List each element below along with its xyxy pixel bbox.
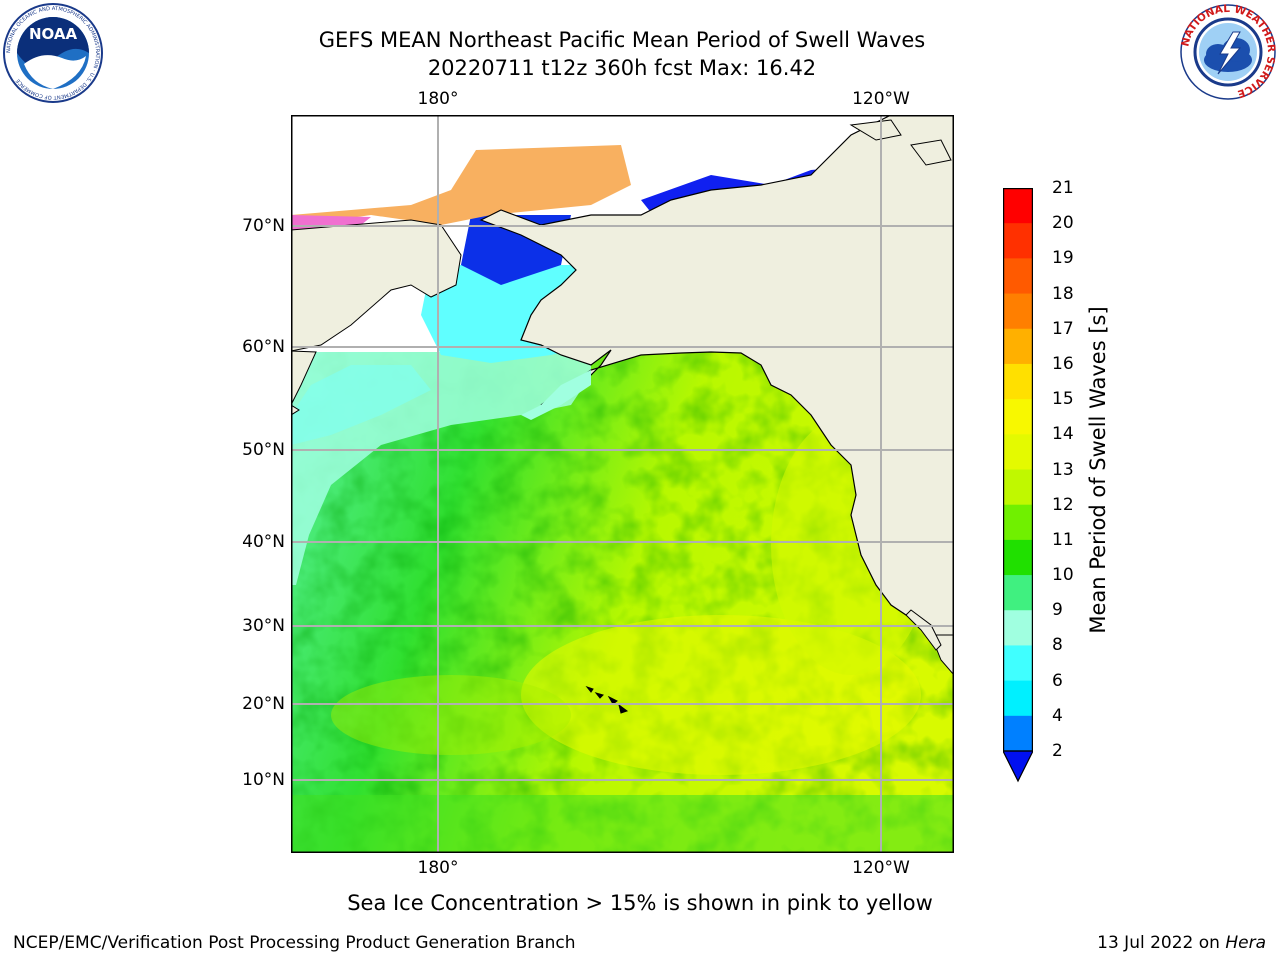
colorbar-level-label: 12 — [1052, 494, 1074, 515]
colorbar-swatch — [1003, 188, 1033, 224]
colorbar-level-label: 11 — [1052, 529, 1074, 550]
colorbar-swatch — [1003, 680, 1033, 717]
colorbar-swatch — [1003, 469, 1033, 506]
colorbar-swatch — [1003, 328, 1033, 365]
nws-logo-icon: NATIONAL WEATHER SERVICE — [1179, 3, 1277, 100]
footer-machine: Hera — [1225, 933, 1266, 953]
lat-tick-10n: 10°N — [242, 770, 285, 790]
lon-tick-top-180: 180° — [417, 89, 459, 109]
colorbar-level-label: 20 — [1052, 213, 1074, 234]
colorbar-swatch — [1003, 539, 1033, 576]
swell-period-map — [291, 115, 954, 853]
colorbar-swatch — [1003, 575, 1033, 611]
colorbar-level-label: 15 — [1052, 389, 1074, 410]
colorbar-title: Mean Period of Swell Waves [s] — [1086, 306, 1110, 634]
colorbar-swatch — [1003, 645, 1033, 682]
colorbar-level-label: 2 — [1052, 741, 1063, 761]
lon-tick-bottom-120w: 120°W — [852, 858, 910, 878]
colorbar-level-label: 9 — [1052, 600, 1063, 621]
colorbar-level-label: 4 — [1052, 705, 1063, 726]
footer-date-text: 13 Jul 2022 on — [1097, 933, 1226, 953]
colorbar-swatch — [1003, 504, 1033, 541]
colorbar-swatch — [1003, 610, 1033, 646]
lat-tick-30n: 30°N — [242, 616, 285, 636]
colorbar-swatch — [1003, 715, 1033, 752]
colorbar-level-label: 10 — [1052, 565, 1074, 586]
svg-text:NOAA: NOAA — [29, 25, 78, 43]
colorbar-swatch — [1003, 293, 1033, 330]
colorbar-level-label: 19 — [1052, 248, 1074, 269]
lon-tick-top-120w: 120°W — [852, 89, 910, 109]
chart-subtitle: 20220711 t12z 360h fcst Max: 16.42 — [427, 56, 817, 80]
lat-tick-40n: 40°N — [242, 532, 285, 552]
footer-credit: NCEP/EMC/Verification Post Processing Pr… — [13, 933, 576, 953]
chart-title: GEFS MEAN Northeast Pacific Mean Period … — [318, 28, 926, 52]
footer-date: 13 Jul 2022 on Hera — [1097, 933, 1266, 953]
colorbar-level-label: 21 — [1052, 178, 1074, 198]
colorbar-level-label: 16 — [1052, 353, 1074, 374]
sea-ice-note: Sea Ice Concentration > 15% is shown in … — [347, 891, 933, 915]
colorbar-swatch — [1003, 434, 1033, 470]
colorbar-swatch — [1003, 399, 1033, 435]
colorbar-level-label: 14 — [1052, 424, 1074, 445]
lat-tick-20n: 20°N — [242, 694, 285, 714]
lat-tick-50n: 50°N — [242, 440, 285, 460]
colorbar-swatch — [1003, 363, 1033, 400]
colorbar — [1003, 188, 1033, 783]
colorbar-level-label: 6 — [1052, 670, 1063, 691]
lat-tick-70n: 70°N — [242, 216, 285, 236]
colorbar-level-label: 18 — [1052, 283, 1074, 304]
lat-tick-60n: 60°N — [242, 337, 285, 357]
colorbar-level-label: 13 — [1052, 459, 1074, 480]
colorbar-level-label: 17 — [1052, 318, 1074, 339]
lon-tick-bottom-180: 180° — [417, 858, 459, 878]
colorbar-swatch — [1003, 223, 1033, 259]
colorbar-extend-arrow — [1003, 750, 1033, 783]
noaa-logo-icon: NOAA NATIONAL OCEANIC AND ATMOSPHERIC AD… — [3, 3, 103, 103]
colorbar-level-label: 8 — [1052, 635, 1063, 656]
colorbar-swatch — [1003, 258, 1033, 295]
